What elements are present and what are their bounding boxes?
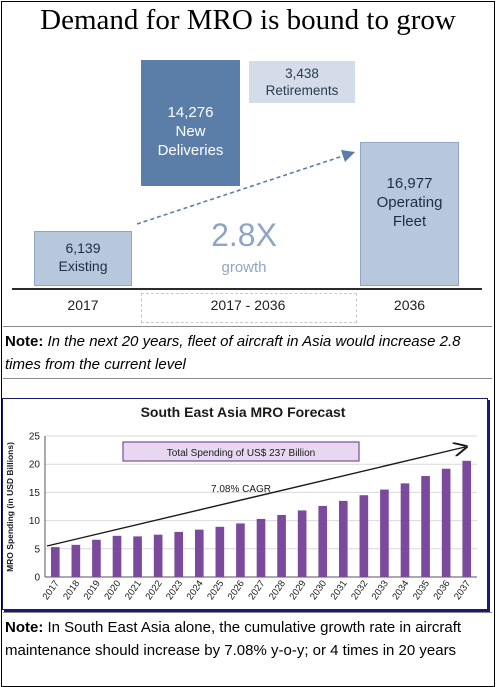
bar bbox=[194, 529, 204, 577]
total-spending-box bbox=[122, 441, 360, 462]
total-spending-label: Total Spending of US$ 237 Billion bbox=[167, 448, 315, 459]
x-ticks: 2017 2018 2019 2020 2021 2022 2023 2024 2025 2026… bbox=[41, 578, 474, 602]
note-label: Note: bbox=[5, 333, 44, 350]
bar bbox=[236, 523, 245, 577]
x-tick-label: 2032 bbox=[349, 578, 370, 602]
bar bbox=[462, 460, 472, 577]
x-tick-label: 2034 bbox=[390, 578, 411, 602]
y-tick-label: 5 bbox=[34, 544, 40, 555]
y-tick-label: 25 bbox=[29, 432, 41, 443]
x-tick-label: 2020 bbox=[102, 578, 123, 602]
bar-series bbox=[50, 460, 472, 577]
x-tick-label: 2031 bbox=[329, 578, 350, 602]
bar bbox=[153, 534, 163, 577]
x-tick-label: 2021 bbox=[123, 578, 144, 602]
trend-arrow bbox=[46, 447, 465, 547]
bar bbox=[112, 535, 122, 577]
chart-svg: South East Asia MRO Forecast 0510152025 … bbox=[5, 404, 477, 602]
bar bbox=[318, 505, 328, 577]
x-tick-label: 2030 bbox=[308, 578, 329, 602]
bar bbox=[174, 531, 184, 577]
bar bbox=[338, 500, 348, 577]
note-text: In South East Asia alone, the cumulative… bbox=[5, 619, 462, 659]
growth-arrow bbox=[136, 149, 356, 225]
x-tick-label: 2017 bbox=[41, 578, 62, 602]
note-fleet: Note: In the next 20 years, fleet of air… bbox=[5, 330, 489, 376]
fleet-infographic: 6,139 Existing 14,276 New Deliveries 3,4… bbox=[4, 37, 491, 326]
x-tick-label: 2035 bbox=[411, 578, 432, 602]
bar bbox=[277, 514, 286, 577]
bar bbox=[92, 539, 101, 577]
x-tick-label: 2022 bbox=[143, 578, 164, 602]
bar bbox=[133, 536, 142, 577]
bar bbox=[50, 547, 60, 577]
bar bbox=[380, 489, 389, 577]
divider bbox=[3, 612, 492, 613]
bar bbox=[441, 468, 451, 577]
new-deliveries-box: 14,276 New Deliveries bbox=[141, 60, 240, 186]
x-tick-label: 2037 bbox=[452, 578, 473, 602]
x-label-2036: 2036 bbox=[393, 297, 426, 313]
x-tick-label: 2033 bbox=[370, 578, 391, 602]
note-mro: Note: In South East Asia alone, the cumu… bbox=[5, 616, 489, 662]
note-label: Note: bbox=[5, 619, 44, 636]
y-tick-label: 0 bbox=[34, 573, 40, 584]
x-tick-label: 2018 bbox=[61, 578, 82, 602]
operating-fleet-box: 16,977 Operating Fleet bbox=[360, 142, 459, 286]
bar bbox=[71, 544, 81, 577]
page-title: Demand for MRO is bound to grow bbox=[40, 4, 456, 36]
x-tick-label: 2024 bbox=[185, 578, 206, 602]
x-tick-label: 2019 bbox=[82, 578, 103, 602]
divider bbox=[3, 326, 492, 327]
x-tick-label: 2025 bbox=[205, 578, 226, 602]
x-tick-label: 2029 bbox=[287, 578, 308, 602]
mro-forecast-chart: South East Asia MRO Forecast 0 5 10 15 20 25 … bbox=[2, 398, 488, 610]
bar bbox=[400, 483, 410, 577]
bar bbox=[421, 476, 430, 577]
bar bbox=[215, 526, 225, 577]
cagr-label: 7.08% CAGR bbox=[211, 484, 271, 495]
x-tick-label: 2027 bbox=[246, 578, 267, 602]
bar bbox=[359, 495, 369, 577]
x-tick-label: 2026 bbox=[226, 578, 247, 602]
x-tick-label: 2023 bbox=[164, 578, 185, 602]
growth-multiple: 2.8X bbox=[211, 217, 277, 253]
y-tick-label: 20 bbox=[29, 460, 41, 471]
x-label-period: 2017 - 2036 bbox=[210, 297, 286, 313]
y-tick-label: 10 bbox=[29, 516, 41, 527]
divider bbox=[3, 378, 492, 379]
y-axis-label: MRO Spending (in USD Billions) bbox=[5, 442, 15, 572]
bar bbox=[256, 518, 266, 577]
x-label-2017: 2017 bbox=[67, 297, 99, 313]
note-text: In the next 20 years, fleet of aircraft … bbox=[5, 333, 461, 373]
x-tick-label: 2036 bbox=[431, 578, 452, 602]
y-ticks: 0 5 10 15 20 25 bbox=[29, 432, 41, 584]
retirements-box: 3,438 Retirements bbox=[249, 61, 355, 103]
growth-word: growth bbox=[221, 259, 267, 276]
y-tick-label: 15 bbox=[29, 488, 41, 499]
bar bbox=[297, 510, 307, 577]
x-tick-label: 2028 bbox=[267, 578, 288, 602]
chart-title: South East Asia MRO Forecast bbox=[141, 404, 346, 420]
baseline bbox=[12, 288, 482, 290]
existing-fleet-box: 6,139 Existing bbox=[34, 231, 132, 286]
period-bracket bbox=[141, 293, 357, 323]
